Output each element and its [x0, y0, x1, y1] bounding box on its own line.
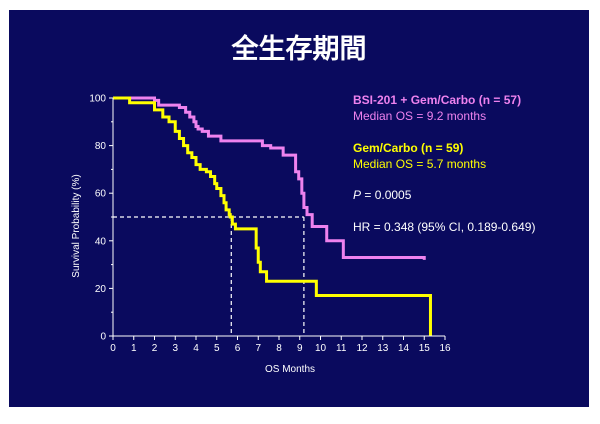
bsi-201-gem-carbo-curve [113, 96, 426, 260]
legend-gem-title: Gem/Carbo (n = 59) [353, 141, 463, 155]
x-tick-label: 2 [152, 343, 158, 354]
y-tick-label: 100 [89, 94, 106, 105]
survival-chart: 全生存期間 0 1 2 3 4 5 6 7 8 9 10 11 12 13 14 15 16 020406080… [71, 33, 535, 375]
legend-gem-median: Median OS = 5.7 months [353, 157, 486, 171]
x-tick-label: 9 [297, 343, 303, 354]
legend-bsi-title: BSI-201 + Gem/Carbo (n = 57) [353, 93, 521, 107]
x-tick-label: 8 [276, 343, 282, 354]
hazard-ratio: HR = 0.348 (95% CI, 0.189-0.649) [353, 220, 535, 234]
x-tick-label: 14 [398, 343, 410, 354]
x-tick-label: 16 [439, 343, 451, 354]
x-tick-label: 15 [419, 343, 431, 354]
x-tick-label: 5 [214, 343, 220, 354]
median-lines [113, 216, 305, 336]
p-value-rest: = 0.0005 [361, 188, 412, 202]
slide-background: 全生存期間 0 1 2 3 4 5 6 7 8 9 10 11 12 13 14 15 16 0 20 40 60 80… [9, 10, 589, 407]
x-tick-label: 10 [315, 343, 327, 354]
x-tick-label: 4 [193, 343, 199, 354]
x-tick-label: 3 [172, 343, 178, 354]
x-tick-label: 6 [235, 343, 241, 354]
chart-title: 全生存期間 [231, 33, 367, 65]
x-tick-label: 11 [336, 343, 347, 354]
x-tick-label: 0 [110, 343, 116, 354]
legend-bsi-median: Median OS = 9.2 months [353, 109, 486, 123]
legend: BSI-201 + Gem/Carbo (n = 57) Median OS =… [353, 93, 535, 234]
y-ticks: 0 20 40 60 80 100 [89, 94, 113, 343]
y-tick-label: 80 [95, 141, 107, 152]
y-axis-label: Survival Probability (%) [71, 174, 82, 277]
y-tick-label: 40 [95, 236, 107, 247]
survival-curves [113, 96, 432, 336]
x-tick-label: 13 [377, 343, 389, 354]
y-tick-label: 60 [95, 189, 107, 200]
x-ticks: 0 1 2 3 4 5 6 7 8 9 10 11 12 13 14 15 16 [110, 336, 451, 354]
x-axis-label: OS Months [265, 364, 315, 375]
x-tick-label: 12 [356, 343, 368, 354]
y-tick-label: 20 [95, 284, 107, 295]
x-tick-label: 1 [131, 343, 137, 354]
y-tick-label: 0 [100, 332, 106, 343]
gem-carbo-curve [113, 96, 432, 336]
p-value: P = 0.0005 [353, 188, 412, 202]
x-tick-label: 7 [255, 343, 261, 354]
